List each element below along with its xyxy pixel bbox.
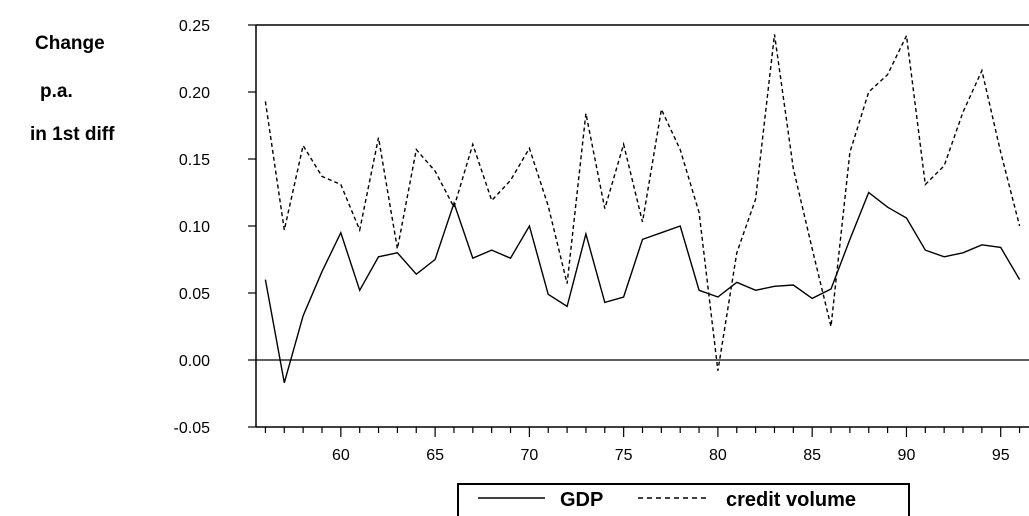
legend: GDP credit volume [457,483,910,516]
chart-axes [255,24,1029,428]
y-tick-label: 0.15 [179,152,210,169]
y-tick-label: 0.25 [179,18,210,35]
side-label-line-1: Change [35,33,105,54]
chart-ticks: -0.05 0.00 0.05 0.10 0.15 0.20 0.25 60 65 70 75 80 8… [174,18,1021,464]
y-tick-label: 0.20 [179,85,210,102]
x-tick-label: 75 [615,447,633,464]
y-tick-label: 0.05 [179,286,210,303]
gdp-series-line [264,191,1021,383]
legend-gdp-label: GDP [560,489,603,511]
y-tick-label: 0.00 [179,353,210,370]
x-tick-label: 85 [803,447,821,464]
side-label-line-2: p.a. [40,81,73,102]
y-tick-label: -0.05 [174,420,211,437]
credit-volume-series-line [264,33,1021,371]
legend-credit-label: credit volume [726,489,856,511]
x-tick-label: 65 [426,447,444,464]
legend-box [457,483,910,516]
y-tick-label: 0.10 [179,219,210,236]
x-tick-label: 95 [992,447,1010,464]
chart-series [264,33,1021,383]
x-tick-label: 60 [332,447,350,464]
x-tick-label: 70 [520,447,538,464]
side-label-line-3: in 1st diff [30,124,115,145]
x-tick-label: 80 [709,447,727,464]
x-tick-label: 90 [898,447,916,464]
